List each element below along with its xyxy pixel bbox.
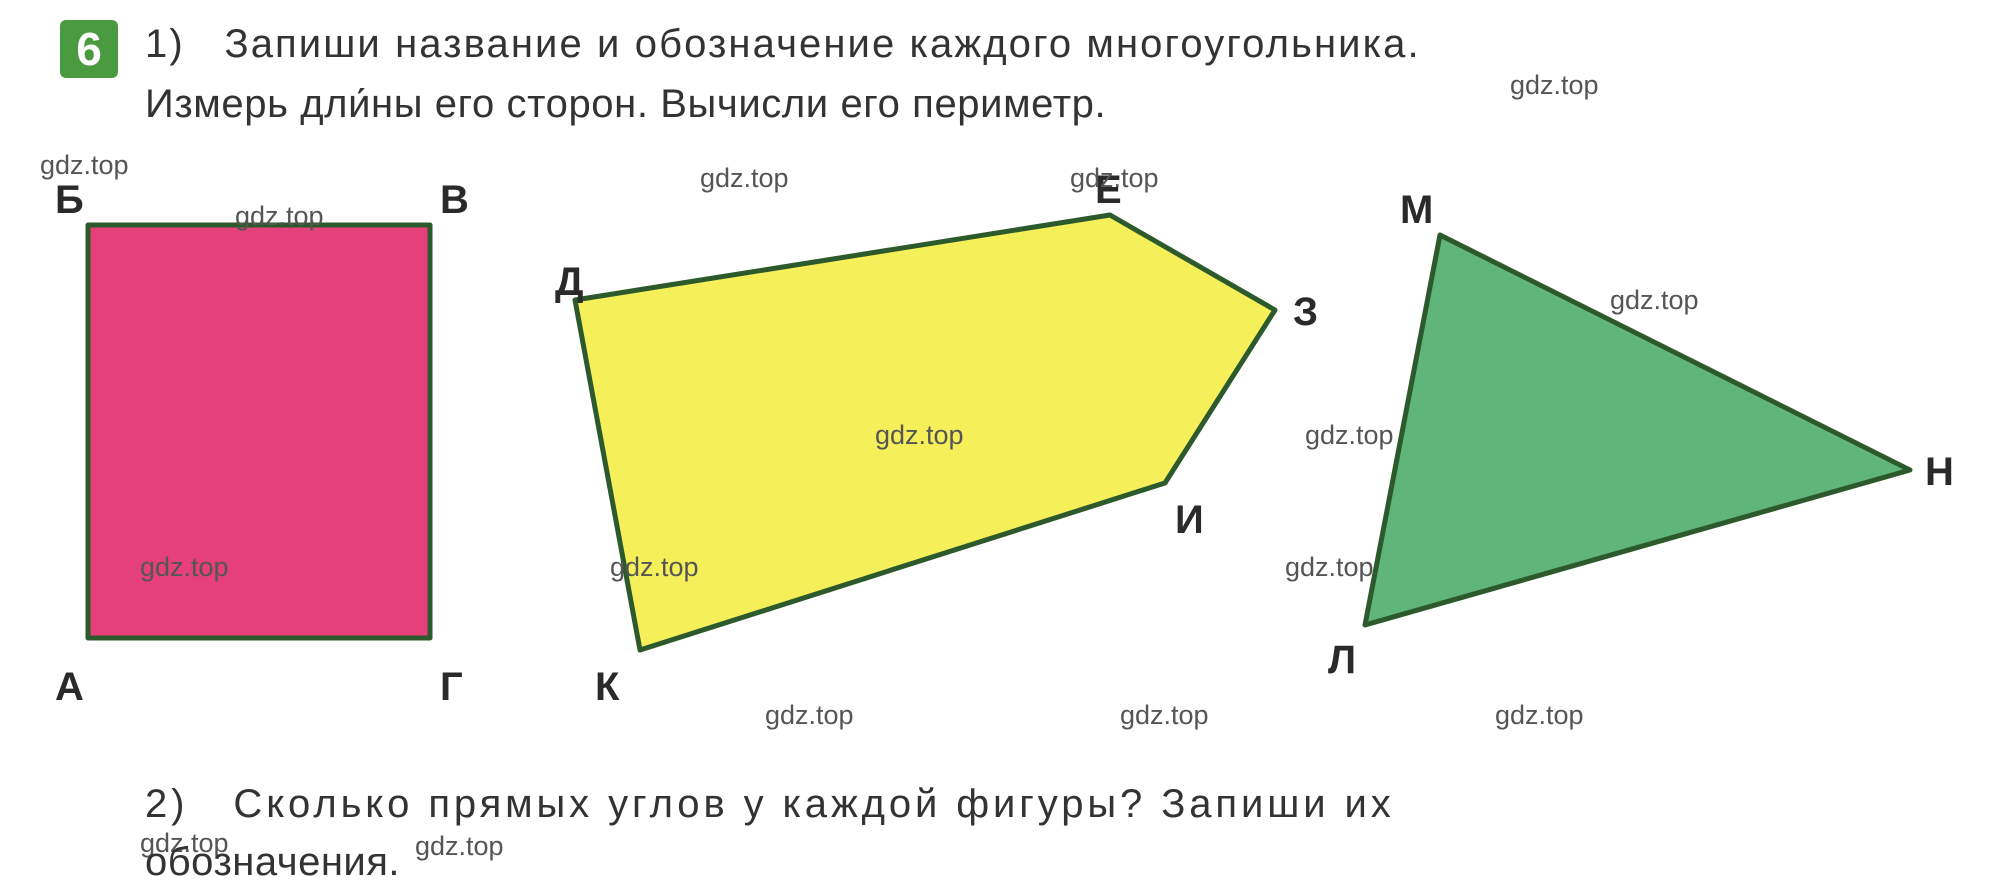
vertex-label: К <box>595 665 619 710</box>
vertex-label: Д <box>555 260 584 305</box>
vertex-label: Л <box>1328 638 1356 683</box>
watermark: gdz.top <box>700 163 789 194</box>
watermark: gdz.top <box>40 150 129 181</box>
watermark: gdz.top <box>235 201 324 232</box>
figures-canvas <box>0 0 1990 750</box>
vertex-label: А <box>55 665 84 710</box>
vertex-label: М <box>1400 188 1433 233</box>
watermark: gdz.top <box>1495 700 1584 731</box>
vertex-label: Н <box>1925 450 1954 495</box>
watermark: gdz.top <box>1070 163 1159 194</box>
vertex-label: И <box>1175 498 1204 543</box>
task2-label: 2) <box>145 782 188 826</box>
vertex-label: В <box>440 178 469 223</box>
task2-line1-rest: Сколько прямых углов у каждой фигуры? За… <box>233 782 1394 826</box>
watermark: gdz.top <box>415 831 504 862</box>
watermark: gdz.top <box>1305 420 1394 451</box>
watermark: gdz.top <box>1510 70 1599 101</box>
watermark: gdz.top <box>1610 285 1699 316</box>
vertex-label: З <box>1293 290 1318 335</box>
watermark: gdz.top <box>875 420 964 451</box>
task2-line2: обозначения. <box>145 840 400 885</box>
watermark: gdz.top <box>765 700 854 731</box>
task2-line1: 2) Сколько прямых углов у каждой фигуры?… <box>145 782 1395 827</box>
watermark: gdz.top <box>610 552 699 583</box>
watermark: gdz.top <box>1285 552 1374 583</box>
vertex-label: Г <box>440 665 463 710</box>
watermark: gdz.top <box>1120 700 1209 731</box>
vertex-label: Б <box>55 178 84 223</box>
watermark: gdz.top <box>140 552 229 583</box>
